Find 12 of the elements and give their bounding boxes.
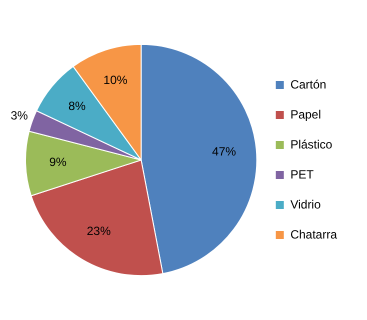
legend-label: PET <box>290 167 314 182</box>
legend-label: Chatarra <box>290 227 338 242</box>
data-label: 3% <box>10 108 28 122</box>
data-label: 8% <box>68 99 86 114</box>
data-label: 47% <box>212 144 236 158</box>
legend-label: Cartón <box>290 77 326 92</box>
legend-label: Papel <box>290 107 322 122</box>
data-label: 23% <box>86 224 112 238</box>
legend-label: Plástico <box>290 137 333 152</box>
legend-label: Vidrio <box>290 197 322 212</box>
data-label: 10% <box>103 73 128 88</box>
data-label: 9% <box>49 154 67 169</box>
